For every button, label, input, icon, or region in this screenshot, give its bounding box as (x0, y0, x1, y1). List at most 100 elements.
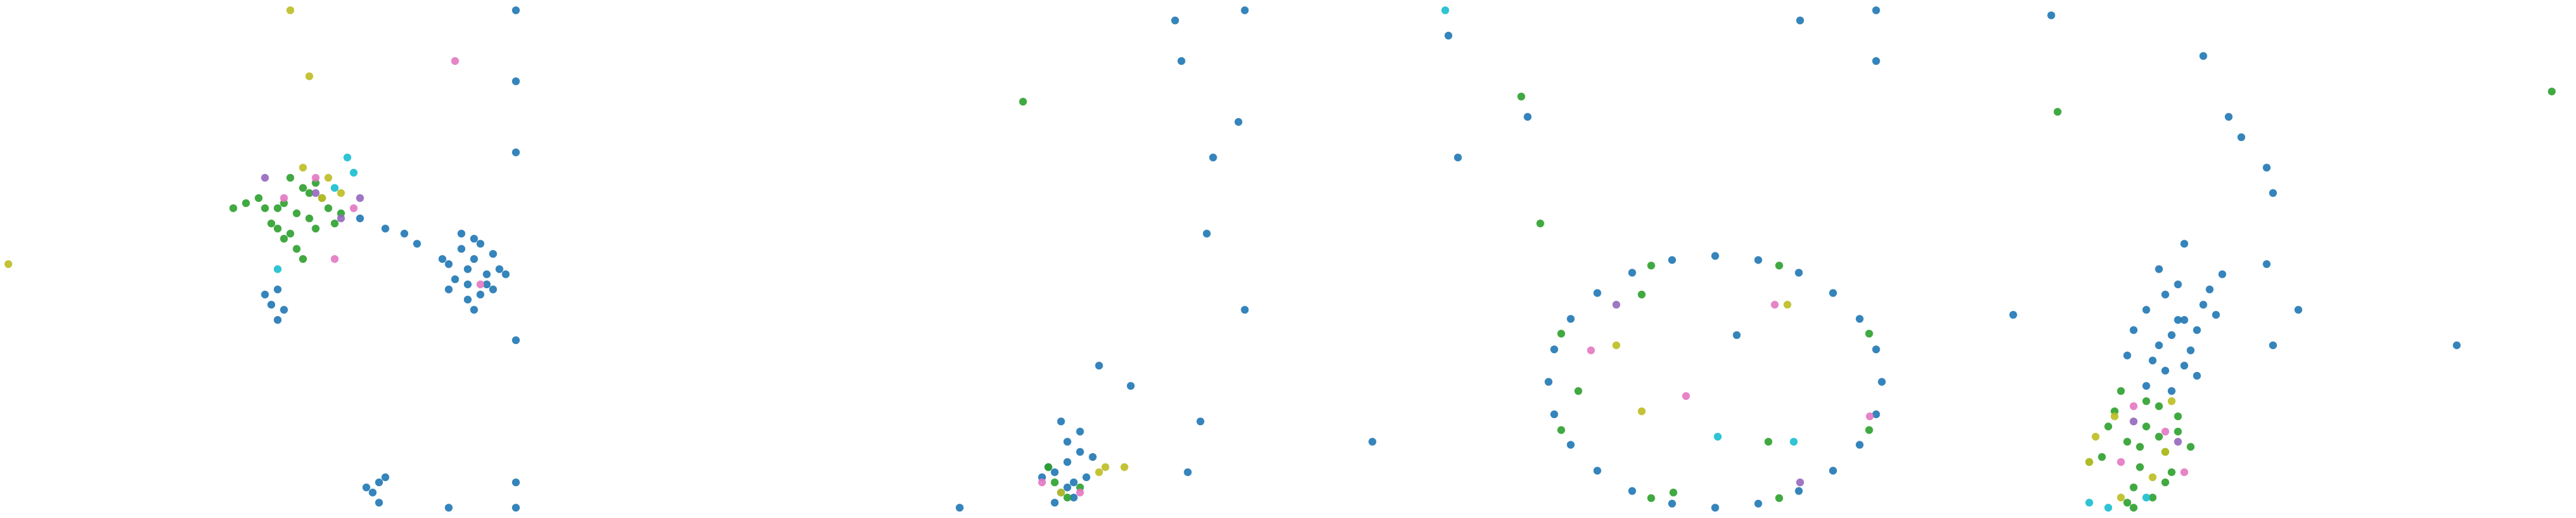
scatter-point (337, 214, 345, 223)
scatter-point (311, 225, 320, 233)
scatter-point (1197, 417, 1205, 426)
scatter-point (2054, 108, 2062, 116)
scatter-point (1234, 117, 1243, 126)
scatter-point (1051, 499, 1059, 507)
scatter-point (1524, 113, 1532, 121)
scatter-point (512, 77, 520, 86)
scatter-point (1057, 417, 1065, 426)
scatter-point (1775, 262, 1783, 270)
scatter-point (512, 504, 520, 512)
scatter-point (1063, 483, 1071, 491)
scatter-point (2155, 402, 2163, 410)
scatter-point (1628, 487, 1636, 495)
scatter-point (1593, 467, 1601, 475)
scatter-point (2085, 499, 2093, 507)
scatter-point (1120, 463, 1128, 471)
scatter-point (273, 204, 282, 212)
scatter-point (324, 204, 333, 212)
scatter-point (1209, 153, 1217, 162)
scatter-point (2142, 493, 2150, 502)
scatter-point (2199, 52, 2207, 60)
scatter-point (2130, 483, 2138, 491)
scatter-point (1795, 269, 1803, 277)
scatter-point (2161, 427, 2170, 436)
scatter-point (2161, 367, 2170, 375)
scatter-point (2130, 417, 2138, 426)
scatter-point (1566, 441, 1575, 449)
scatter-point (2263, 260, 2271, 268)
scatter-point (330, 219, 339, 228)
scatter-point (495, 265, 504, 273)
scatter-point (2142, 306, 2150, 314)
scatter-point (1082, 473, 1091, 482)
scatter-point (298, 164, 307, 172)
scatter-point (2161, 290, 2170, 299)
scatter-panel (2009, 11, 2556, 512)
scatter-point (293, 209, 301, 217)
scatter-point (1668, 256, 1676, 264)
scatter-point (1795, 487, 1803, 495)
scatter-point (2155, 341, 2163, 349)
scatter-point (2167, 387, 2176, 395)
scatter-point (2174, 315, 2182, 324)
scatter-point (2142, 423, 2150, 431)
scatter-point (1101, 463, 1110, 471)
scatter-point (2180, 240, 2189, 248)
scatter-point (350, 169, 358, 177)
scatter-point (1796, 16, 1804, 25)
scatter-point (324, 173, 333, 182)
scatter-point (1829, 467, 1837, 475)
scatter-point (457, 229, 466, 238)
scatter-point (273, 265, 282, 273)
scatter-point (451, 275, 459, 284)
scatter-point (2130, 326, 2138, 334)
scatter-point (318, 194, 326, 203)
scatter-point (512, 478, 520, 487)
scatter-point (254, 194, 263, 203)
scatter-point (4, 260, 12, 268)
scatter-point (280, 234, 288, 243)
scatter-point (280, 194, 288, 203)
scatter-point (470, 255, 478, 263)
scatter-point (273, 225, 282, 233)
scatter-point (1126, 382, 1135, 390)
scatter-point (2453, 341, 2461, 349)
scatter-point (1754, 256, 1762, 264)
scatter-point (2269, 189, 2278, 197)
scatter-point (1711, 504, 1719, 512)
scatter-point (1790, 438, 1798, 446)
scatter-point (1586, 346, 1595, 354)
scatter-point (2123, 351, 2132, 360)
scatter-point (1669, 488, 1677, 497)
scatter-point (1051, 478, 1059, 487)
scatter-point (457, 245, 466, 253)
scatter-point (286, 229, 295, 238)
scatter-point (470, 234, 478, 243)
scatter-point (2130, 504, 2138, 512)
scatter-point (2123, 438, 2132, 446)
scatter-point (1095, 468, 1103, 476)
scatter-point (1557, 329, 1566, 338)
scatter-point (1517, 92, 1525, 101)
scatter-point (2193, 326, 2201, 334)
scatter-point (502, 270, 510, 278)
scatter-point (375, 499, 383, 507)
scatter-point (343, 153, 352, 162)
scatter-point (305, 72, 313, 80)
scatter-point (356, 214, 364, 223)
scatter-point (362, 483, 371, 491)
scatter-point (1855, 315, 1864, 323)
scatter-point (298, 184, 307, 192)
scatter-point (1557, 426, 1566, 434)
scatter-point (1638, 407, 1646, 415)
scatter-point (476, 290, 485, 299)
scatter-point (356, 194, 364, 203)
scatter-point (1453, 153, 1462, 162)
scatter-point (305, 189, 313, 197)
scatter-point (381, 473, 389, 482)
scatter-point (1865, 329, 1873, 338)
scatter-point (1754, 499, 1762, 508)
scatter-point (337, 189, 345, 197)
scatter-point (2135, 463, 2144, 471)
